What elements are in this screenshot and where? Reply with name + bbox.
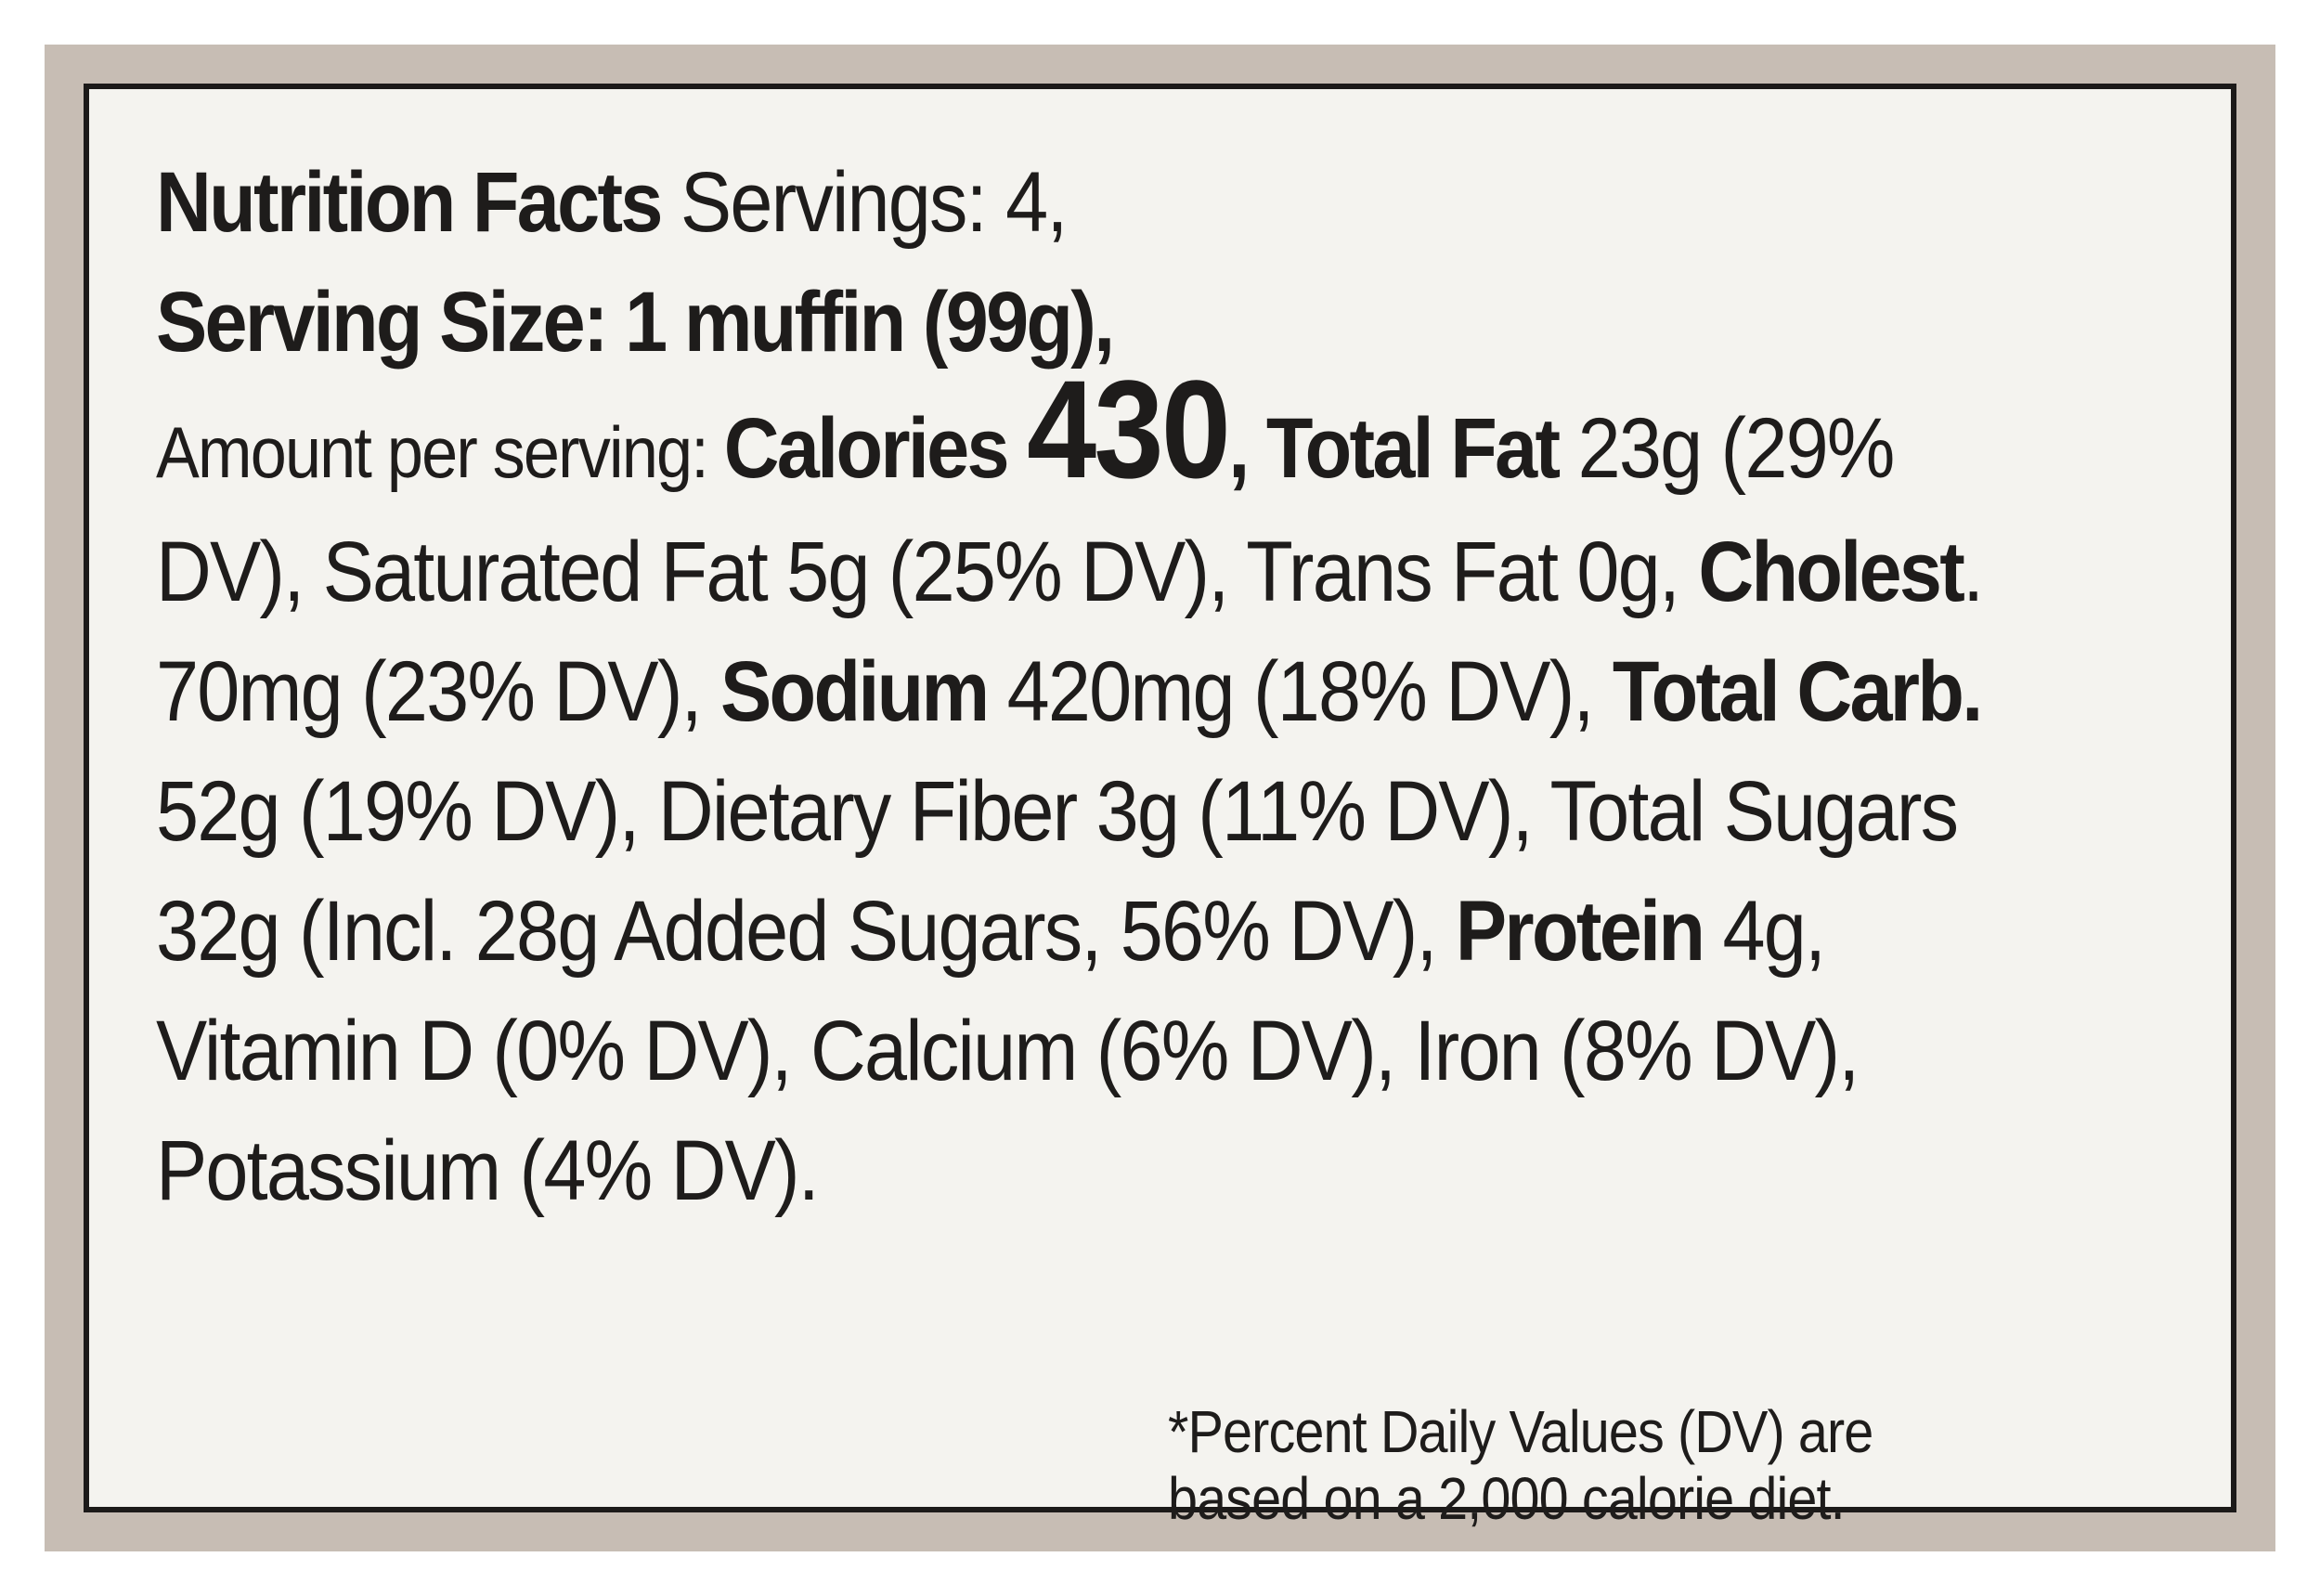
cholesterol-label: Cholest bbox=[1698, 525, 1964, 619]
sodium-label: Sodium bbox=[720, 644, 990, 739]
calories-value: 430 bbox=[1027, 351, 1231, 507]
nutrition-facts-panel: Nutrition Facts Servings: 4, Serving Size… bbox=[84, 84, 2236, 1532]
footnote-line-2: based on a 2,000 calorie diet. bbox=[1168, 1465, 1846, 1532]
total-fat-text: 23g (29% DV), Saturated Fat 5g (25% DV),… bbox=[156, 401, 1895, 619]
total-carb-text: 52g (19% DV), Dietary Fiber 3g (11% DV),… bbox=[156, 764, 1959, 979]
label-background: Nutrition Facts Servings: 4, Serving Size… bbox=[45, 45, 2275, 1551]
amount-per-serving-label: Amount per serving: bbox=[156, 411, 724, 493]
serving-size-text: Serving Size: 1 muffin (99g), bbox=[156, 275, 1115, 370]
nutrition-facts-title: Nutrition Facts bbox=[156, 155, 663, 250]
servings-text: Servings: 4, bbox=[660, 155, 1068, 250]
protein-label: Protein bbox=[1455, 884, 1705, 979]
protein-text: 4g, Vitamin D (0% DV), Calcium (6% DV), … bbox=[156, 884, 1860, 1218]
footnote-line-1: *Percent Daily Values (DV) are bbox=[1168, 1398, 1873, 1465]
daily-value-footnote: *Percent Daily Values (DV) are based on … bbox=[1168, 1398, 2003, 1532]
total-fat-label: Total Fat bbox=[1265, 401, 1561, 496]
calories-label: Calories bbox=[723, 401, 1010, 496]
calories-comma: , bbox=[1228, 401, 1266, 496]
sodium-text: 420mg (18% DV), bbox=[987, 644, 1613, 739]
cholesterol-text: . 70mg (23% DV), bbox=[156, 525, 1984, 739]
nutrition-facts-text: Nutrition Facts Servings: 4, Serving Size… bbox=[156, 143, 2011, 1231]
total-carb-label: Total Carb. bbox=[1612, 644, 1983, 739]
